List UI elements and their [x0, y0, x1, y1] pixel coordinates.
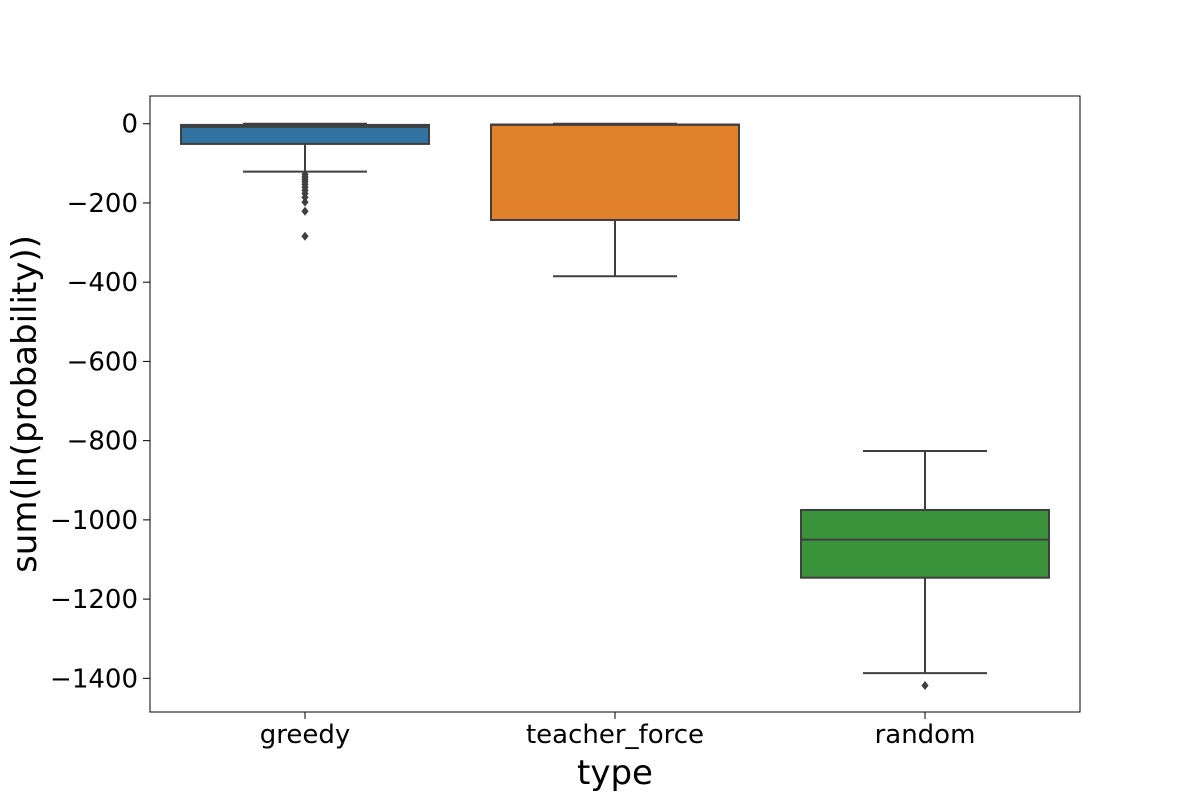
plot-frame: [149, 95, 1081, 713]
x-axis-ticks: greedy teacher_force random: [260, 712, 976, 750]
outlier-point: [301, 197, 309, 207]
y-tick-label: −600: [67, 347, 138, 377]
x-tick-label: teacher_force: [526, 720, 704, 750]
box-random: [800, 449, 1050, 690]
y-tick-label: −200: [67, 189, 138, 219]
iqr-box: [180, 123, 430, 145]
outlier-point: [301, 192, 309, 202]
outlier-point: [301, 206, 309, 216]
iqr-box: [800, 508, 1050, 579]
y-axis-ticks: 0 −200 −400 −600 −800 −1000 −1200 −1400: [50, 110, 150, 694]
box-greedy: [180, 122, 430, 241]
iqr-box: [490, 123, 740, 221]
outlier-point: [301, 231, 309, 241]
x-tick-label: random: [875, 720, 976, 750]
y-tick-label: −1400: [50, 664, 138, 694]
box-teacher_force: [490, 122, 740, 278]
outlier-point: [921, 680, 929, 690]
y-tick-label: −800: [67, 427, 138, 457]
boxes-layer: [180, 122, 1050, 690]
y-tick-label: 0: [121, 110, 138, 140]
x-axis-label: type: [577, 753, 653, 793]
y-tick-label: −1000: [50, 506, 138, 536]
x-tick-label: greedy: [260, 720, 351, 750]
y-axis-label: sum(ln(probability)): [5, 235, 45, 573]
y-tick-label: −400: [67, 268, 138, 298]
y-tick-label: −1200: [50, 585, 138, 615]
